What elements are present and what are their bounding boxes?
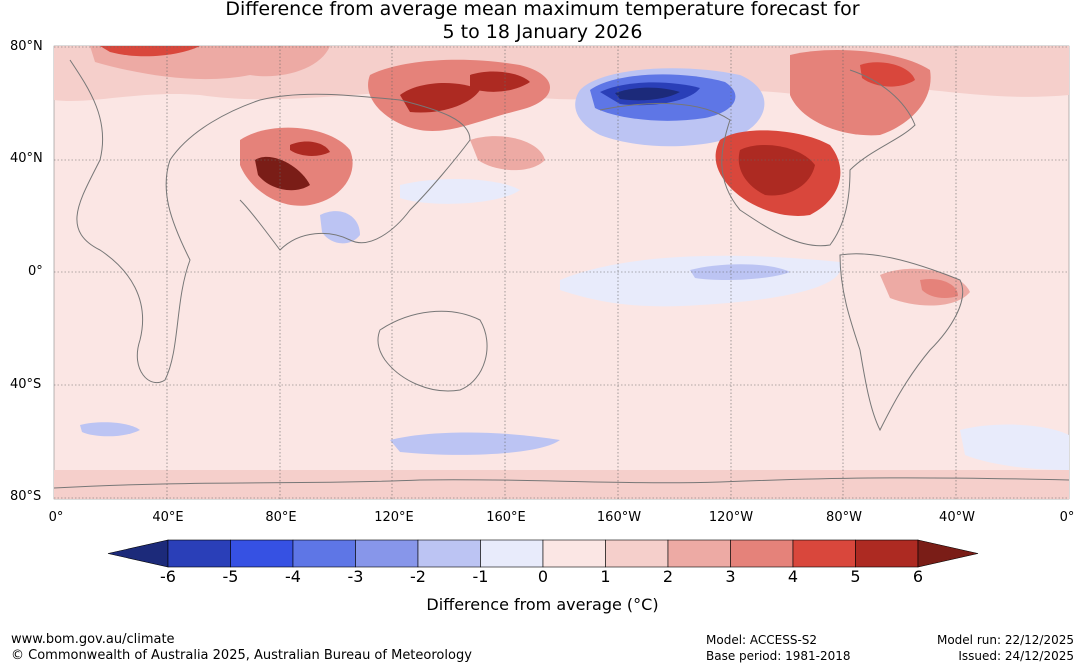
colorbar-tick-label: -3 <box>347 567 364 586</box>
map-title-line-2: 5 to 18 January 2026 <box>442 21 643 43</box>
lon-label-120w: 120°W <box>708 510 754 525</box>
copyright-text: © Commonwealth of Australia 2025, Austra… <box>11 648 472 663</box>
lon-label-120e: 120°E <box>374 510 414 525</box>
source-url: www.bom.gov.au/climate <box>11 632 175 647</box>
colorbar-tick-label: -1 <box>472 567 489 586</box>
colorbar-tick-label: -2 <box>410 567 426 586</box>
colorbar-box <box>417 539 481 568</box>
colorbar-box <box>605 539 669 568</box>
coastline-north-america <box>599 69 916 247</box>
anomaly-region-siberia-east <box>470 71 530 92</box>
coastline-antarctica <box>54 477 1069 489</box>
issued-date: Issued: 24/12/2025 <box>958 649 1074 663</box>
anomaly-region-alaska-center <box>615 87 680 101</box>
colorbar-box <box>792 539 856 568</box>
colorbar-tick-label: -6 <box>160 567 176 586</box>
colorbar-box <box>355 539 419 568</box>
colorbar-box <box>167 539 231 568</box>
anomaly-region-antarctic <box>54 470 1069 499</box>
anomaly-region-southern-ocean-cool-2 <box>80 422 140 437</box>
anomaly-region-southeast-asia-cool <box>320 211 360 244</box>
anomaly-region-south-atlantic-cool <box>960 424 1069 470</box>
colorbar-tick-label: 6 <box>912 567 924 586</box>
anomaly-region-brazil-core <box>920 278 958 298</box>
lon-label-80e: 80°E <box>265 510 297 525</box>
lon-label-40w: 40°W <box>939 510 975 525</box>
colorbar-box <box>542 539 606 568</box>
coastline-africa-europe <box>69 59 261 383</box>
colorbar-tick-label: 3 <box>725 567 736 586</box>
colorbar-box <box>730 539 794 568</box>
colorbar-box <box>855 539 919 568</box>
coastline-australia <box>377 310 488 392</box>
anomaly-region-tibet-core <box>255 156 310 191</box>
model-name: Model: ACCESS-S2 <box>706 633 818 647</box>
model-run-date: Model run: 22/12/2025 <box>936 633 1074 647</box>
colorbar-box <box>292 539 356 568</box>
anomaly-region-china-east <box>470 136 545 171</box>
lat-label-40s: 40°S <box>10 377 42 392</box>
lat-label-0: 0° <box>28 264 43 279</box>
lat-label-40n: 40°N <box>10 151 43 166</box>
colorbar <box>107 539 979 568</box>
lon-label-160w: 160°W <box>596 510 642 525</box>
colorbar-box <box>480 539 544 568</box>
colorbar-tick-label: 2 <box>662 567 674 586</box>
anomaly-region-southern-ocean-cool <box>390 432 560 455</box>
colorbar-tick-label: 0 <box>537 567 549 586</box>
colorbar-tick-label: -5 <box>222 567 239 586</box>
colorbar-tick-label: -4 <box>285 567 301 586</box>
colorbar-box <box>230 539 294 568</box>
anomaly-region-north-america-core <box>738 145 815 196</box>
colorbar-extend-low <box>107 539 169 568</box>
colorbar-tick-label: 1 <box>600 567 611 586</box>
colorbar-extend-high <box>917 539 979 568</box>
lon-label-0-left: 0° <box>48 510 64 525</box>
anomaly-region-europe-core <box>100 46 200 57</box>
lon-label-160e: 160°E <box>486 510 526 525</box>
lat-label-80s: 80°S <box>10 489 42 504</box>
map-title-line-1: Difference from average mean maximum tem… <box>225 0 860 20</box>
colorbar-tick-label: 4 <box>787 567 799 586</box>
lon-label-0-right: 0° <box>1059 510 1075 525</box>
lat-label-80n: 80°N <box>10 39 43 54</box>
anomaly-region-west-pacific-cool <box>400 178 520 204</box>
colorbar-tick-label: 5 <box>850 567 861 586</box>
base-period: Base period: 1981-2018 <box>706 649 851 663</box>
colorbar-box <box>667 539 731 568</box>
colorbar-label: Difference from average (°C) <box>426 595 659 614</box>
lon-label-80w: 80°W <box>826 510 862 525</box>
lon-label-40e: 40°E <box>152 510 184 525</box>
coastline-south-america <box>839 253 964 432</box>
anomaly-region-mongolia-core <box>290 141 330 156</box>
